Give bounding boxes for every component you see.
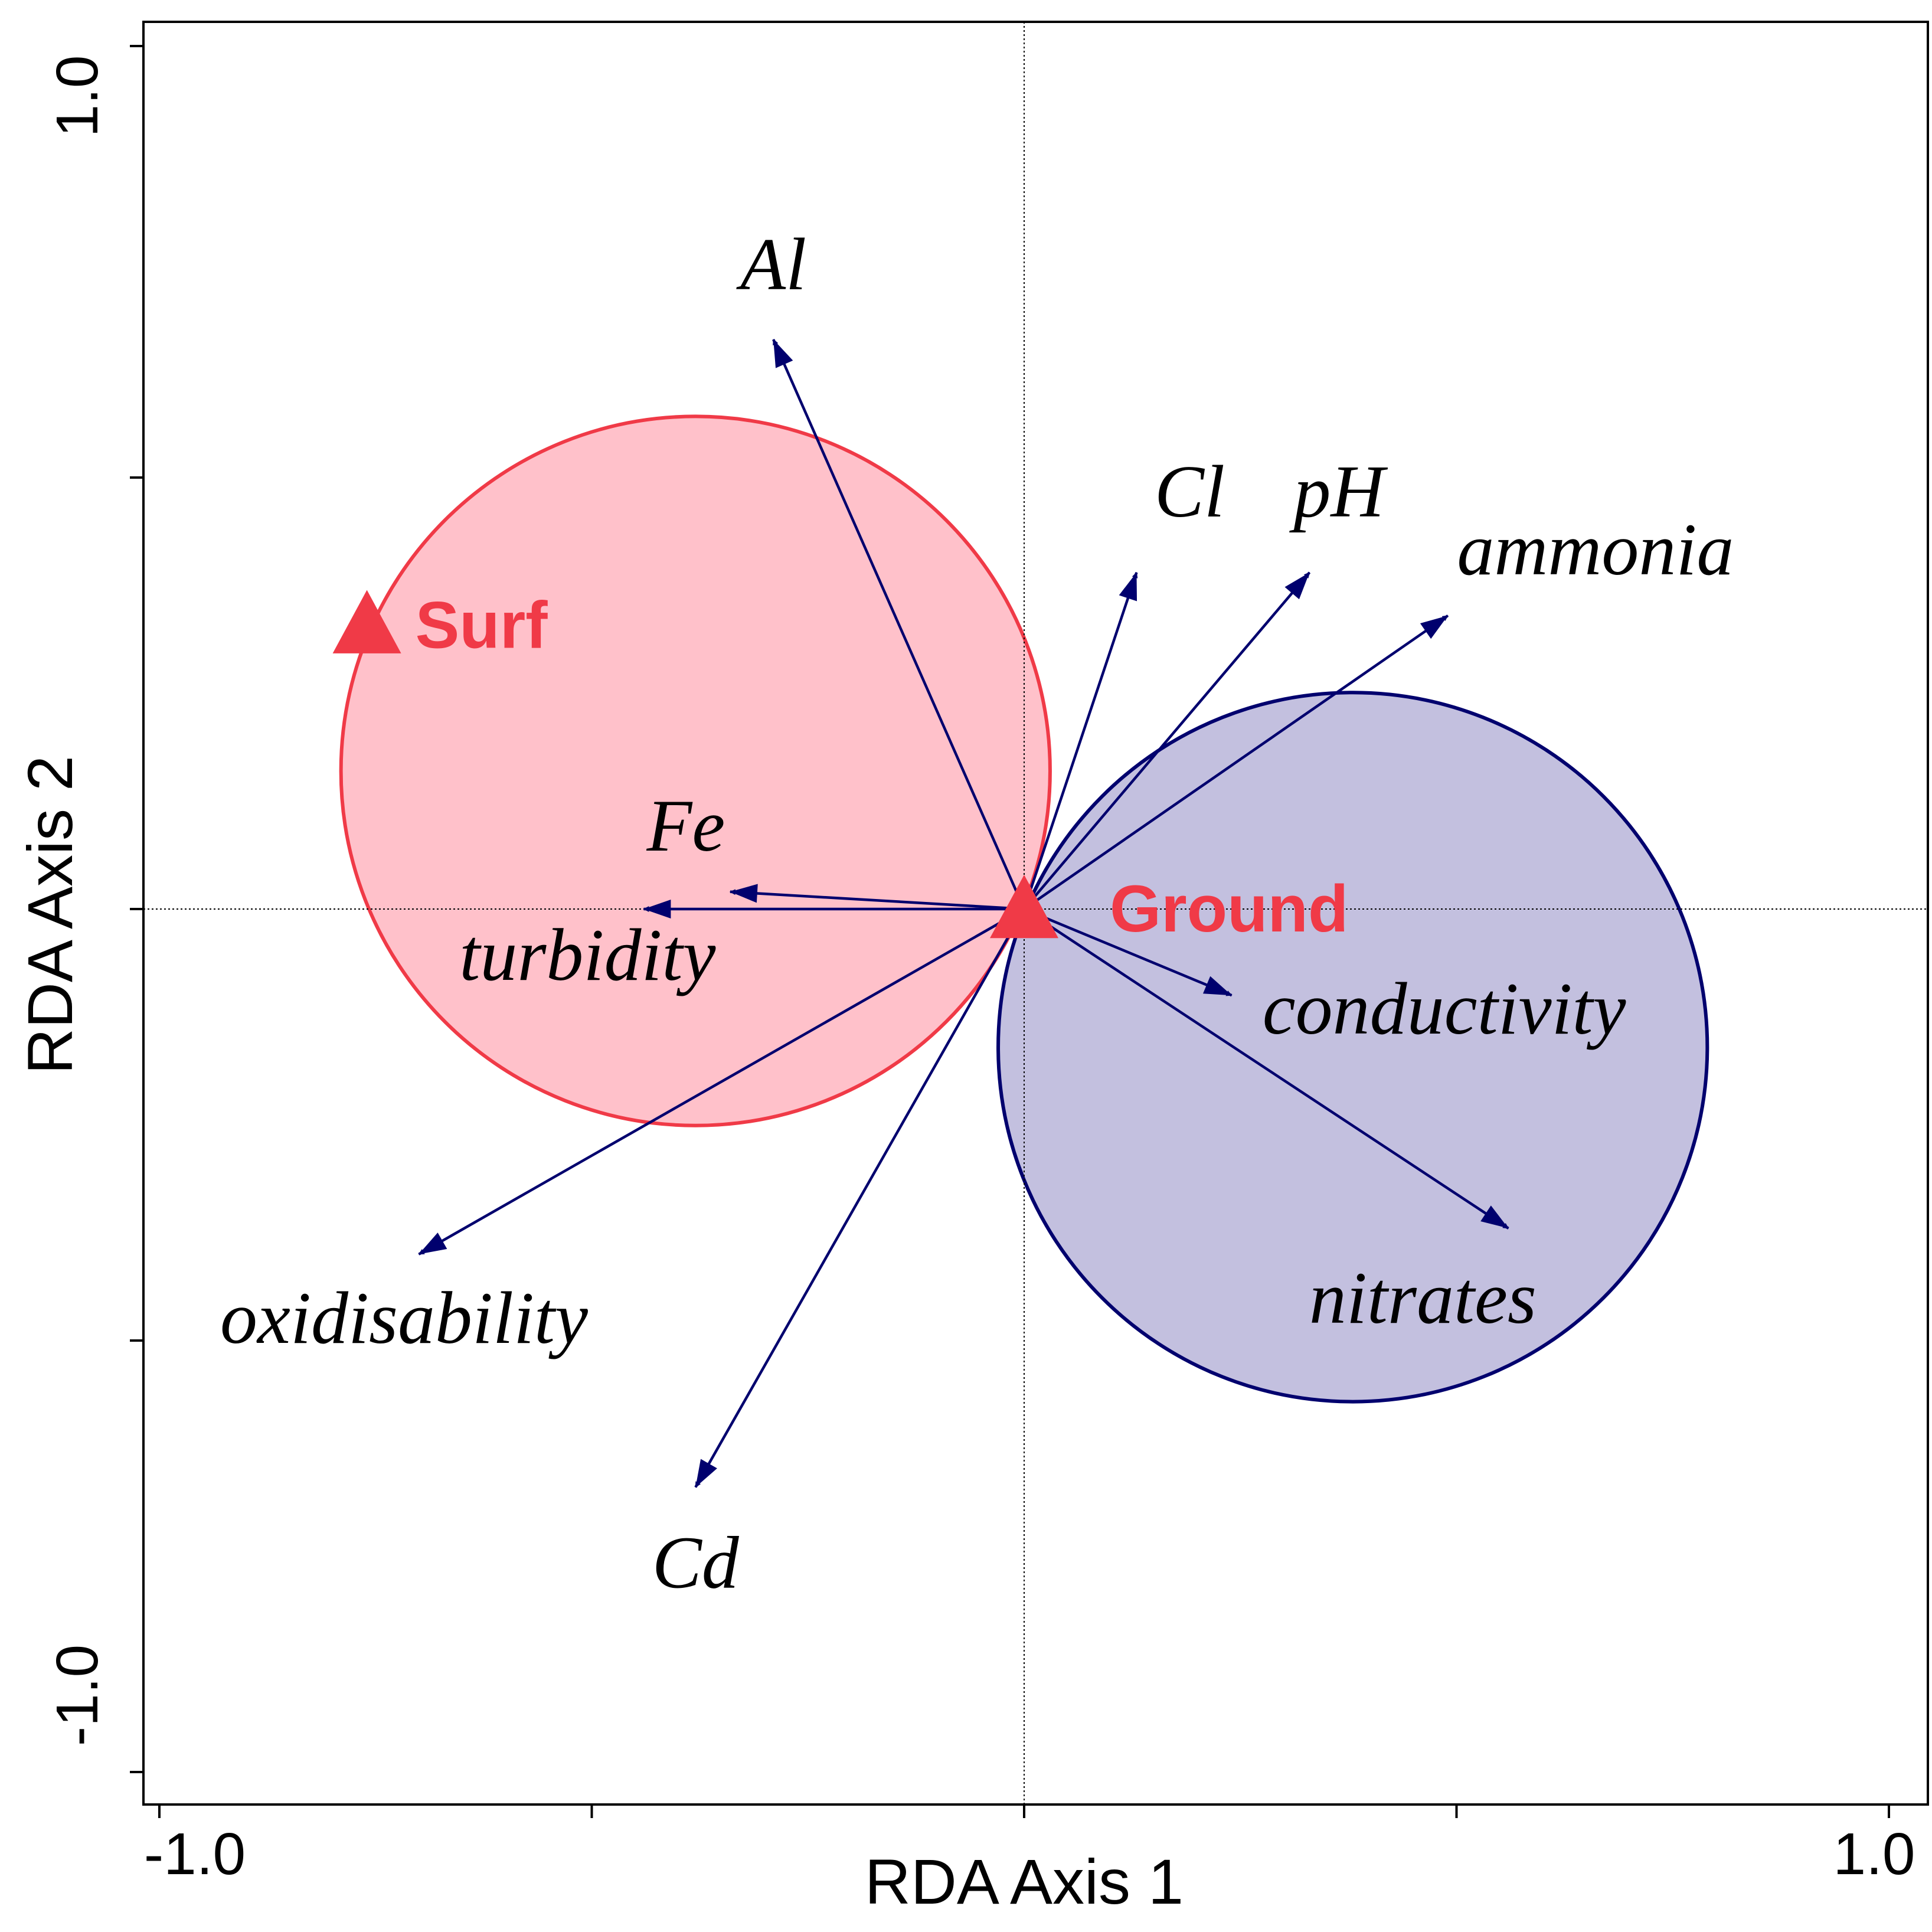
label-nitrates: nitrates: [1309, 1257, 1537, 1339]
label-oxidisability: oxidisability: [220, 1277, 588, 1359]
arrow-Cl: [1022, 571, 1138, 910]
arrowhead-pH: [1284, 572, 1310, 600]
arrowhead-Fe: [730, 884, 758, 903]
arrowhead-Al: [773, 339, 793, 368]
variable-arrows: [418, 339, 1509, 1488]
label-Cd: Cd: [652, 1522, 740, 1604]
variable-labels: Al Cl pH ammonia Fe turbidity conductivity nitr…: [220, 224, 1734, 1604]
arrow-Cd: [694, 908, 1025, 1488]
arrow-oxidisability: [418, 908, 1025, 1256]
surf-point: [332, 590, 401, 653]
x-tick-label-max: 1.0: [1833, 1821, 1915, 1887]
label-Al: Al: [736, 224, 806, 306]
x-tick-label-min: -1.0: [144, 1821, 246, 1887]
arrowhead-ammonia: [1420, 615, 1448, 639]
arrow-Al: [772, 339, 1026, 910]
ground-label: Ground: [1110, 872, 1348, 946]
label-Fe: Fe: [646, 785, 725, 867]
surf-label: Surf: [416, 589, 548, 662]
axis-ticks: [130, 45, 1890, 1818]
group-circles: [339, 414, 1709, 1404]
arrowhead-Cl: [1119, 572, 1137, 601]
arrow-pH: [1023, 571, 1311, 910]
arrow-Fe: [729, 889, 1025, 911]
arrowhead-conductivity: [1202, 976, 1232, 996]
group-points: Surf Ground: [332, 589, 1348, 946]
y-tick-label-min: -1.0: [44, 1645, 110, 1746]
arrow-conductivity: [1024, 907, 1233, 997]
arrowhead-oxidisability: [419, 1233, 447, 1254]
label-Cl: Cl: [1155, 451, 1225, 533]
arrowhead-nitrates: [1480, 1205, 1509, 1228]
ground-circle: [996, 691, 1709, 1404]
y-axis-title: RDA Axis 2: [14, 756, 86, 1074]
arrow-nitrates: [1023, 908, 1509, 1230]
surf-circle: [339, 414, 1052, 1127]
label-pH: pH: [1289, 451, 1388, 533]
y-tick-label-max: 1.0: [44, 55, 110, 137]
ground-point: [990, 875, 1058, 939]
x-axis-title: RDA Axis 1: [865, 1846, 1184, 1917]
label-turbidity: turbidity: [459, 914, 715, 996]
label-ammonia: ammonia: [1457, 509, 1734, 591]
arrow-ammonia: [1023, 614, 1449, 910]
label-conductivity: conductivity: [1263, 968, 1626, 1050]
arrowhead-Cd: [695, 1459, 717, 1488]
plot-frame: [142, 21, 1929, 1806]
arrowhead-turbidity: [643, 900, 671, 918]
